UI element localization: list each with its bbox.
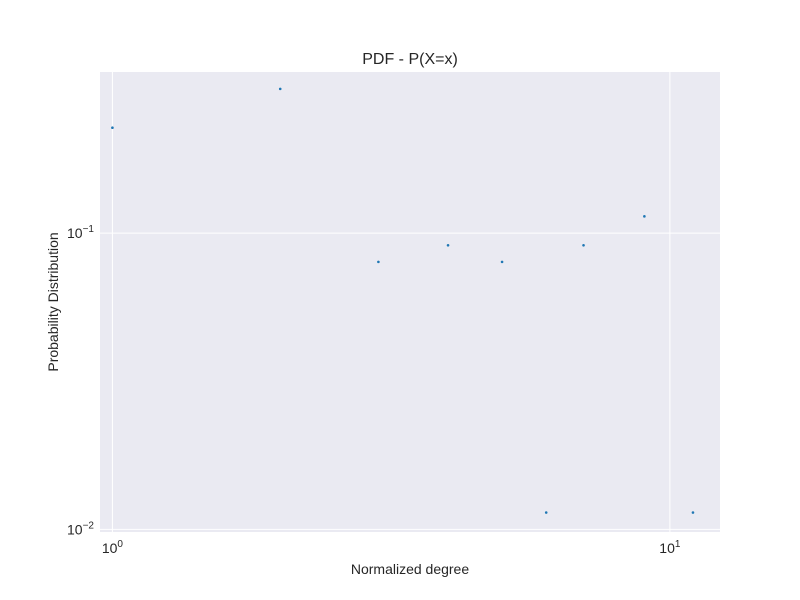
data-point — [643, 215, 646, 218]
data-point — [111, 126, 114, 130]
data-point — [544, 511, 548, 514]
x-tick-label: 100 — [102, 539, 124, 556]
data-point — [278, 87, 282, 91]
data-point — [691, 511, 695, 514]
data-points — [111, 87, 695, 514]
x-tick-labels: 100 101 — [102, 539, 681, 556]
y-tick-label: 10−1 — [67, 224, 94, 241]
data-point — [446, 244, 450, 247]
data-point — [500, 260, 504, 264]
plot-area — [100, 72, 720, 532]
y-tick-label: 10−2 — [67, 520, 94, 537]
data-point — [582, 244, 585, 247]
y-tick-labels: 10−2 10−1 — [67, 224, 94, 537]
data-point — [377, 260, 380, 264]
x-tick-label: 101 — [659, 539, 681, 556]
chart-title: PDF - P(X=x) — [362, 51, 458, 68]
grid-lines — [100, 72, 720, 532]
x-axis-label: Normalized degree — [351, 561, 469, 577]
y-axis-label: Probability Distribution — [45, 232, 61, 371]
